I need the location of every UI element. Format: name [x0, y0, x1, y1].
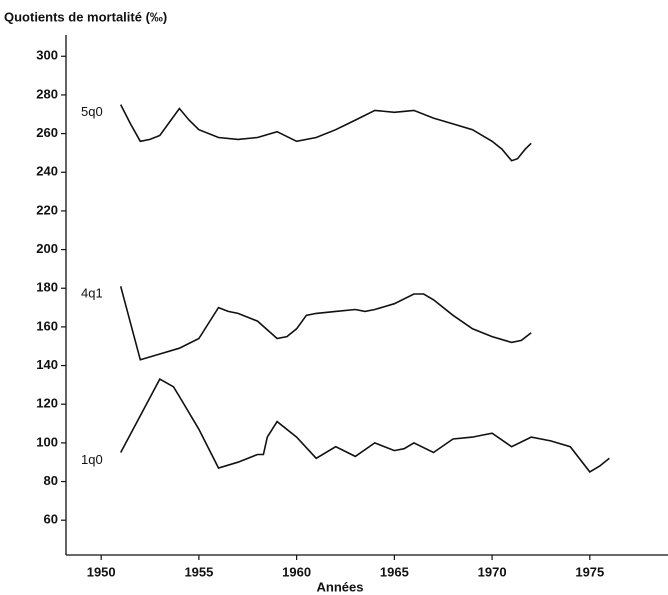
x-tick-label: 1975 — [575, 564, 604, 579]
y-tick-label: 100 — [36, 434, 58, 449]
series-line — [119, 378, 610, 473]
x-tick-label: 1955 — [184, 564, 213, 579]
y-tick-label: 200 — [36, 241, 58, 256]
y-tick-label: 160 — [36, 318, 58, 333]
y-tick-label: 60 — [44, 512, 58, 527]
series-line — [119, 286, 532, 361]
x-axis-label: Années — [317, 579, 364, 594]
series-label: 5q0 — [81, 104, 103, 119]
y-tick-label: 300 — [36, 48, 58, 63]
y-tick-label: 220 — [36, 202, 58, 217]
series-label: 4q1 — [81, 286, 103, 301]
y-tick-label: 180 — [36, 280, 58, 295]
series-line — [119, 104, 532, 162]
y-tick-label: 280 — [36, 86, 58, 101]
x-tick-label: 1970 — [478, 564, 507, 579]
x-tick-label: 1965 — [380, 564, 409, 579]
y-tick-label: 260 — [36, 125, 58, 140]
series-label: 1q0 — [81, 452, 103, 467]
y-tick-label: 120 — [36, 396, 58, 411]
chart-title: Quotients de mortalité (‰) — [4, 9, 167, 24]
x-tick-label: 1950 — [87, 564, 116, 579]
y-tick-label: 80 — [44, 473, 58, 488]
y-tick-label: 140 — [36, 357, 58, 372]
y-tick-label: 240 — [36, 164, 58, 179]
x-tick-label: 1960 — [282, 564, 311, 579]
